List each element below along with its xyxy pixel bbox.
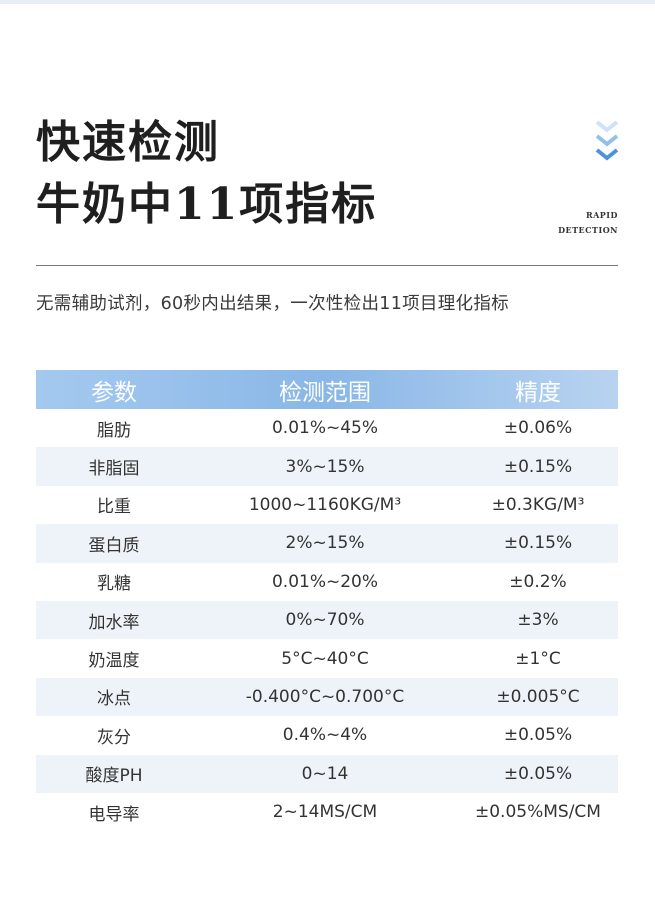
cell-range: 0~14 (301, 763, 349, 784)
cell-range: 0.4%~4% (282, 725, 368, 746)
cell-precision: ±0.05% (503, 763, 573, 784)
top-strip (0, 0, 655, 4)
cell-precision: ±0.15% (503, 456, 573, 477)
subtitle: 无需辅助试剂，60秒内出结果，一次性检出11项目理化指标 (36, 294, 509, 314)
cell-range: 0.01%~20% (271, 571, 379, 592)
title-line-1: 快速检测 (36, 117, 220, 168)
cell-parameter: 乳糖 (97, 574, 131, 595)
cell-parameter: 比重 (97, 497, 131, 518)
badge-line-1: RAPID (585, 210, 618, 220)
cell-parameter: 冰点 (97, 689, 131, 710)
cell-precision: ±1°C (515, 648, 561, 669)
table-row: 蛋白质 2%~15% ±0.15% (36, 524, 618, 563)
table-row: 灰分 0.4%~4% ±0.05% (36, 716, 618, 754)
cell-range: 3%~15% (285, 456, 365, 477)
cell-parameter: 奶温度 (88, 651, 140, 672)
cell-range: 2~14MS/CM (272, 802, 378, 823)
table-row: 乳糖 0.01%~20% ±0.2% (36, 563, 618, 601)
cell-parameter: 酸度PH (85, 766, 143, 787)
spec-table: 参数 检测范围 精度 脂肪 0.01%~45% ±0.06% 非脂固 3%~15% ±0.… (36, 370, 618, 831)
cell-parameter: 电导率 (88, 804, 140, 825)
cell-parameter: 灰分 (97, 727, 131, 748)
chevron-down-icon (595, 120, 619, 161)
cell-precision: ±3% (517, 610, 559, 631)
cell-range: 5°C~40°C (281, 648, 369, 669)
table-row: 电导率 2~14MS/CM ±0.05%MS/CM (36, 793, 618, 831)
cell-precision: ±0.005°C (496, 686, 580, 707)
column-header-precision: 精度 (515, 379, 561, 406)
headline: 快速检测 牛奶中11项指标 (36, 112, 377, 236)
badge-line-2: DETECTION (558, 225, 618, 235)
rapid-detection-badge: RAPID DETECTION (558, 208, 618, 238)
table-row: 奶温度 5°C~40°C ±1°C (36, 639, 618, 677)
cell-range: 0.01%~45% (271, 418, 379, 439)
table-row: 脂肪 0.01%~45% ±0.06% (36, 409, 618, 447)
cell-parameter: 非脂固 (88, 459, 140, 480)
cell-range: -0.400°C~0.700°C (245, 686, 405, 707)
column-header-range: 检测范围 (279, 379, 371, 406)
cell-range: 2%~15% (285, 533, 365, 554)
title-line-2: 牛奶中11项指标 (36, 179, 378, 230)
table-row: 比重 1000~1160KG/M³ ±0.3KG/M³ (36, 486, 618, 524)
table-row: 非脂固 3%~15% ±0.15% (36, 447, 618, 486)
table-body: 脂肪 0.01%~45% ±0.06% 非脂固 3%~15% ±0.15% 比重 1000~1… (36, 409, 618, 831)
table-row: 冰点 -0.400°C~0.700°C ±0.005°C (36, 677, 618, 717)
cell-precision: ±0.06% (503, 418, 573, 439)
column-header-parameter: 参数 (91, 379, 137, 406)
cell-precision: ±0.2% (509, 571, 567, 592)
cell-precision: ±0.05% (503, 725, 573, 746)
cell-parameter: 脂肪 (97, 420, 131, 441)
cell-precision: ±0.15% (503, 533, 573, 554)
divider (36, 265, 618, 266)
table-row: 酸度PH 0~14 ±0.05% (36, 754, 618, 793)
cell-range: 0%~70% (285, 610, 365, 631)
cell-parameter: 蛋白质 (88, 535, 140, 556)
table-row: 加水率 0%~70% ±3% (36, 600, 618, 640)
cell-precision: ±0.3KG/M³ (491, 494, 585, 515)
cell-parameter: 加水率 (88, 612, 140, 633)
cell-precision: ±0.05%MS/CM (475, 802, 601, 823)
table-header-row: 参数 检测范围 精度 (36, 370, 618, 409)
cell-range: 1000~1160KG/M³ (248, 494, 402, 515)
